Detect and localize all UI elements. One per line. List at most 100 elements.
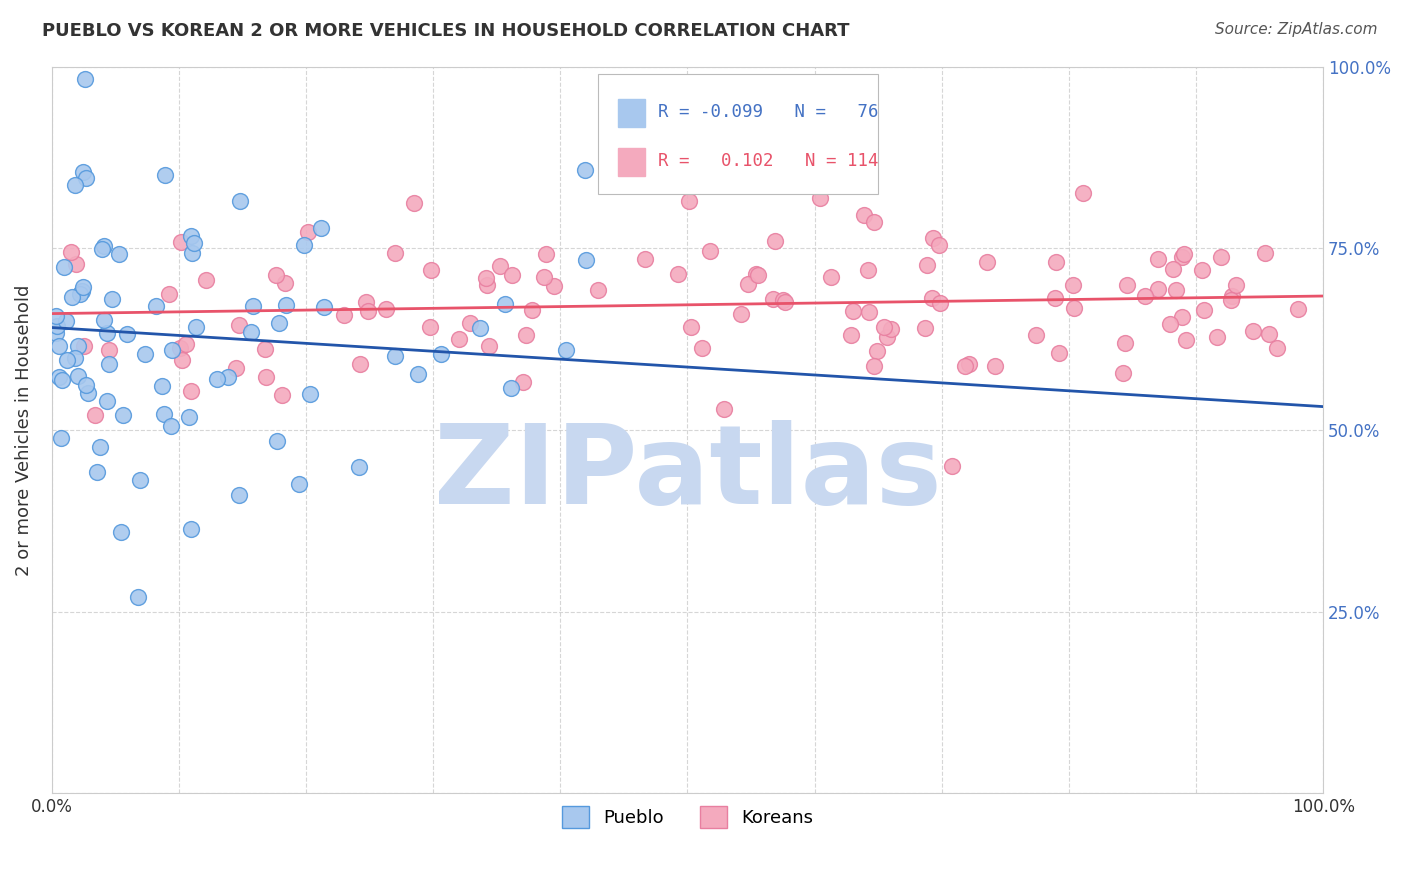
Point bbox=[97, 357, 120, 371]
Point bbox=[180, 384, 202, 399]
Point bbox=[574, 163, 596, 178]
Point bbox=[820, 270, 842, 285]
Point bbox=[1071, 186, 1094, 200]
Point bbox=[1171, 250, 1194, 264]
Point bbox=[51, 373, 73, 387]
Point bbox=[150, 378, 173, 392]
Point bbox=[666, 267, 689, 281]
Point bbox=[207, 372, 229, 386]
Point bbox=[49, 431, 72, 445]
Point bbox=[1220, 289, 1243, 303]
Point bbox=[55, 313, 77, 327]
Point bbox=[52, 260, 75, 274]
Point bbox=[98, 343, 121, 357]
Point bbox=[228, 488, 250, 502]
Point bbox=[678, 194, 700, 209]
Point bbox=[1163, 261, 1185, 276]
Point bbox=[162, 343, 184, 358]
Point bbox=[75, 171, 97, 186]
Point bbox=[174, 337, 197, 351]
Point bbox=[145, 299, 167, 313]
Point bbox=[921, 291, 943, 305]
Point bbox=[737, 277, 759, 291]
Point bbox=[73, 339, 96, 353]
Point bbox=[863, 215, 886, 229]
Text: PUEBLO VS KOREAN 2 OR MORE VEHICLES IN HOUSEHOLD CORRELATION CHART: PUEBLO VS KOREAN 2 OR MORE VEHICLES IN H… bbox=[42, 22, 849, 40]
Point bbox=[475, 277, 498, 292]
Legend: Pueblo, Koreans: Pueblo, Koreans bbox=[554, 798, 821, 835]
Point bbox=[873, 319, 896, 334]
Text: R = -0.099   N =   76: R = -0.099 N = 76 bbox=[658, 103, 879, 121]
Point bbox=[1164, 283, 1187, 297]
Point bbox=[1219, 293, 1241, 308]
Point bbox=[533, 270, 555, 285]
Point bbox=[127, 590, 149, 604]
Point bbox=[91, 242, 114, 256]
Point bbox=[745, 267, 768, 281]
Point bbox=[983, 359, 1005, 373]
Point bbox=[853, 208, 876, 222]
Point bbox=[880, 322, 903, 336]
Point bbox=[763, 235, 786, 249]
Point bbox=[73, 71, 96, 86]
Point bbox=[1254, 246, 1277, 260]
Point bbox=[217, 370, 239, 384]
Point bbox=[46, 318, 69, 333]
Point bbox=[93, 313, 115, 327]
Point bbox=[474, 271, 496, 285]
Point bbox=[839, 328, 862, 343]
Point bbox=[1111, 367, 1133, 381]
Point bbox=[543, 278, 565, 293]
Point bbox=[96, 393, 118, 408]
Point bbox=[488, 259, 510, 273]
Point bbox=[1025, 328, 1047, 343]
Point bbox=[239, 325, 262, 339]
Point bbox=[59, 245, 82, 260]
Point bbox=[101, 292, 124, 306]
Point bbox=[110, 524, 132, 539]
Point bbox=[309, 221, 332, 235]
Y-axis label: 2 or more Vehicles in Household: 2 or more Vehicles in Household bbox=[15, 285, 32, 575]
Point bbox=[928, 238, 950, 252]
Point bbox=[699, 244, 721, 259]
Point bbox=[242, 299, 264, 313]
Point bbox=[270, 387, 292, 401]
Point bbox=[69, 287, 91, 301]
Point bbox=[274, 277, 297, 291]
Point bbox=[65, 257, 87, 271]
Point bbox=[93, 239, 115, 253]
Point bbox=[1257, 326, 1279, 341]
Point bbox=[129, 473, 152, 487]
Point bbox=[1146, 252, 1168, 266]
Point bbox=[1265, 342, 1288, 356]
Point bbox=[1194, 303, 1216, 318]
Point bbox=[333, 308, 356, 322]
Point bbox=[1047, 345, 1070, 359]
Point bbox=[347, 460, 370, 475]
Point bbox=[586, 284, 609, 298]
Bar bbox=[617, 148, 645, 176]
Point bbox=[690, 342, 713, 356]
Point bbox=[184, 319, 207, 334]
Bar bbox=[617, 99, 645, 127]
Point bbox=[96, 326, 118, 340]
Point bbox=[112, 409, 135, 423]
Point bbox=[515, 327, 537, 342]
Point bbox=[633, 252, 655, 266]
Point bbox=[384, 245, 406, 260]
Point bbox=[512, 376, 534, 390]
Point bbox=[863, 359, 886, 373]
Point bbox=[702, 141, 724, 155]
Point bbox=[858, 305, 880, 319]
Point bbox=[384, 349, 406, 363]
Point bbox=[1043, 292, 1066, 306]
Point bbox=[157, 287, 180, 301]
Point bbox=[228, 194, 250, 208]
Point bbox=[183, 235, 205, 250]
Point bbox=[730, 307, 752, 321]
Point bbox=[60, 290, 83, 304]
Point bbox=[1062, 278, 1084, 293]
Point bbox=[77, 386, 100, 401]
Point bbox=[976, 254, 998, 268]
Point bbox=[404, 196, 426, 211]
